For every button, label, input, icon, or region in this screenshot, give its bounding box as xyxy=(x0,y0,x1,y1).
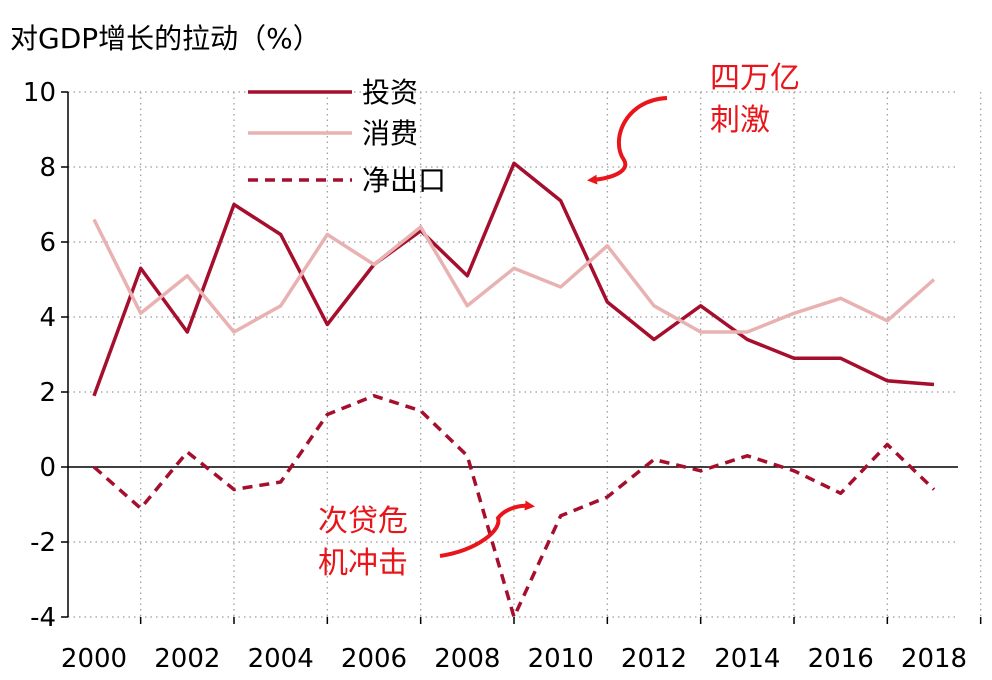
y-tick-label: -2 xyxy=(30,528,56,558)
y-tick-label: 6 xyxy=(39,228,56,258)
x-tick-label: 2008 xyxy=(434,644,500,674)
chart-title: 对GDP增长的拉动（%） xyxy=(10,22,321,55)
x-tick-label: 2004 xyxy=(248,644,314,674)
annotation-crisis-line-2: 机冲击 xyxy=(318,546,408,581)
grid-lines xyxy=(68,91,982,618)
annotation-arrow-crisis xyxy=(439,500,535,558)
x-tick-label: 2012 xyxy=(621,644,687,674)
x-tick-label: 2016 xyxy=(808,644,874,674)
x-tick-label: 2000 xyxy=(61,644,127,674)
x-tick-label: 2002 xyxy=(154,644,220,674)
annotation-stimulus-line-2: 刺激 xyxy=(710,103,770,138)
legend-label-0: 投资 xyxy=(362,76,418,109)
series-group xyxy=(92,161,936,619)
y-tick-label: 2 xyxy=(39,378,56,408)
x-tick-label: 2010 xyxy=(528,644,594,674)
y-tick-label: 4 xyxy=(39,303,56,333)
annotation-stimulus-line-1: 四万亿 xyxy=(710,61,800,96)
legend-label-2: 净出口 xyxy=(362,164,446,197)
x-tick-label: 2014 xyxy=(714,644,780,674)
annotation-crisis-line-1: 次贷危 xyxy=(318,504,408,539)
y-tick-label: 0 xyxy=(39,453,56,483)
legend-label-1: 消费 xyxy=(362,117,418,150)
y-tick-label: 8 xyxy=(39,153,56,183)
y-tick-label: -4 xyxy=(30,603,56,633)
x-tick-label: 2006 xyxy=(341,644,407,674)
x-tick-label: 2018 xyxy=(901,644,967,674)
y-tick-label: 10 xyxy=(23,78,56,108)
annotation-arrow-stimulus xyxy=(587,96,668,185)
